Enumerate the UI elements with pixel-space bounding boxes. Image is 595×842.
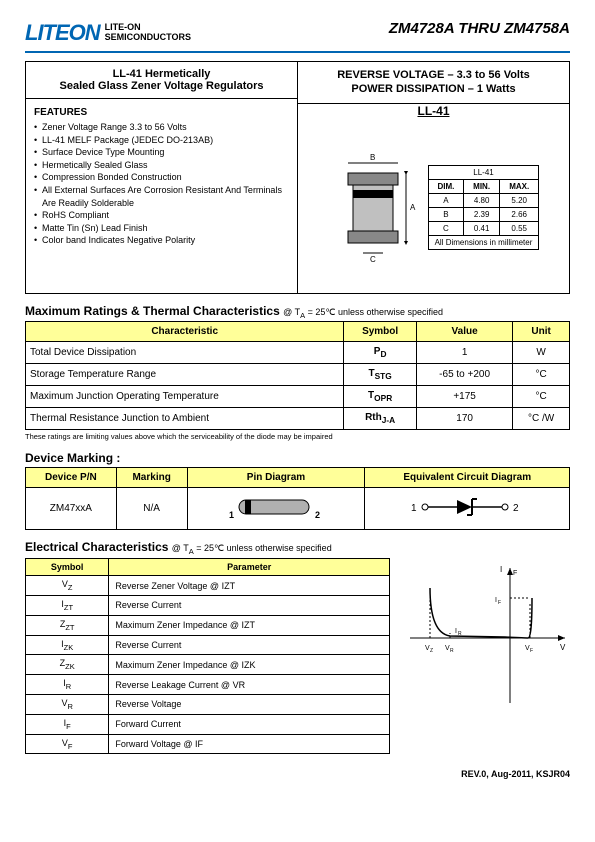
logo-section: LITEON LITE-ON SEMICONDUCTORS — [25, 20, 191, 46]
feature-item: Surface Device Type Mounting — [34, 146, 289, 159]
feature-item: RoHS Compliant — [34, 209, 289, 222]
feature-item: Matte Tin (Sn) Lead Finish — [34, 222, 289, 235]
svg-text:C: C — [370, 255, 376, 264]
logo-subtitle: LITE-ON SEMICONDUCTORS — [105, 23, 191, 43]
svg-text:1: 1 — [411, 503, 417, 514]
pin-diagram-icon: 1 2 — [221, 492, 331, 522]
max-ratings-table: CharacteristicSymbolValueUnit Total Devi… — [25, 321, 570, 430]
svg-text:F: F — [530, 648, 533, 654]
features-title: LL-41 Hermetically Sealed Glass Zener Vo… — [26, 62, 297, 99]
svg-text:R: R — [458, 631, 462, 637]
features-content: FEATURES Zener Voltage Range 3.3 to 56 V… — [26, 99, 297, 255]
marking-title: Device Marking : — [25, 451, 570, 465]
features-panel: LL-41 Hermetically Sealed Glass Zener Vo… — [25, 61, 298, 294]
package-diagram-area: A B C LL-41 DIM.MIN.MAX. A4.805.20B2.392… — [298, 123, 569, 293]
svg-text:2: 2 — [513, 503, 519, 514]
svg-text:I: I — [500, 565, 502, 574]
svg-text:B: B — [370, 153, 375, 162]
features-list: Zener Voltage Range 3.3 to 56 VoltsLL-41… — [34, 121, 289, 247]
device-marking: N/A — [116, 488, 187, 530]
package-label: LL-41 — [298, 104, 569, 118]
svg-text:R: R — [450, 648, 454, 654]
features-heading: FEATURES — [34, 107, 289, 118]
top-info-box: LL-41 Hermetically Sealed Glass Zener Vo… — [25, 61, 570, 294]
feature-item: Zener Voltage Range 3.3 to 56 Volts — [34, 121, 289, 134]
specs-panel: REVERSE VOLTAGE – 3.3 to 56 Volts POWER … — [298, 61, 570, 294]
feature-item: LL-41 MELF Package (JEDEC DO-213AB) — [34, 134, 289, 147]
feature-item: Hermetically Sealed Glass — [34, 159, 289, 172]
circuit-diagram-cell: 1 2 — [365, 488, 570, 530]
package-outline-icon: A B C — [328, 148, 418, 268]
svg-text:1: 1 — [229, 510, 234, 520]
iv-curve-icon: V I F VZ VR VF IF IR — [400, 558, 570, 708]
part-number-title: ZM4728A THRU ZM4758A — [389, 20, 570, 37]
svg-text:F: F — [513, 570, 517, 577]
feature-item: All External Surfaces Are Corrosion Resi… — [34, 184, 289, 209]
specs-title: REVERSE VOLTAGE – 3.3 to 56 Volts POWER … — [298, 62, 569, 104]
svg-text:I: I — [495, 597, 497, 604]
iv-curve-graph: V I F VZ VR VF IF IR — [400, 558, 570, 754]
device-pn: ZM47xxA — [26, 488, 117, 530]
electrical-table: SymbolParameter VZReverse Zener Voltage … — [25, 558, 390, 754]
feature-item: Compression Bonded Construction — [34, 171, 289, 184]
ratings-note: These ratings are limiting values above … — [25, 432, 570, 441]
pin-diagram-cell: 1 2 — [187, 488, 365, 530]
page-footer: REV.0, Aug-2011, KSJR04 — [25, 769, 570, 779]
svg-text:A: A — [410, 203, 416, 212]
dimension-table: LL-41 DIM.MIN.MAX. A4.805.20B2.392.66C0.… — [428, 165, 540, 250]
svg-text:I: I — [455, 628, 457, 635]
page-header: LITEON LITE-ON SEMICONDUCTORS ZM4728A TH… — [25, 20, 570, 53]
package-section: LL-41 A B C LL-41 DIM.MIN.MA — [298, 104, 569, 293]
electrical-title: Electrical Characteristics @ TA = 25℃ un… — [25, 540, 570, 556]
electrical-section: SymbolParameter VZReverse Zener Voltage … — [25, 558, 570, 754]
svg-text:Z: Z — [430, 648, 433, 654]
feature-item: Color band Indicates Negative Polarity — [34, 234, 289, 247]
marking-table: Device P/NMarkingPin DiagramEquivalent C… — [25, 467, 570, 530]
svg-text:V: V — [560, 643, 566, 652]
logo-text: LITEON — [25, 20, 100, 46]
svg-text:2: 2 — [315, 510, 320, 520]
circuit-diagram-icon: 1 2 — [407, 492, 527, 522]
max-ratings-title: Maximum Ratings & Thermal Characteristic… — [25, 304, 570, 320]
svg-text:F: F — [498, 600, 501, 606]
